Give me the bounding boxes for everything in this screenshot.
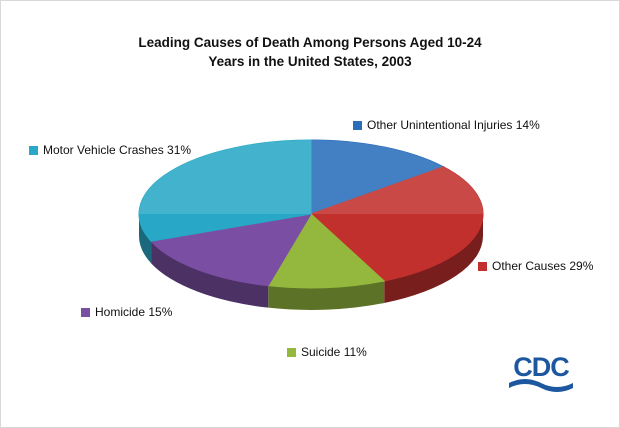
pie-rim-1 [384, 214, 483, 303]
pie-slice-1 [310, 166, 484, 282]
legend-swatch-motor-vehicle-crashes [29, 145, 38, 155]
legend-label: Other Unintentional Injuries 14% [367, 118, 540, 132]
pie-slice-3 [150, 213, 312, 287]
pie-slice-0 [310, 139, 445, 215]
cdc-logo: CDC [509, 352, 573, 392]
legend-motor-vehicle-crashes: Motor Vehicle Crashes 31% [29, 143, 191, 157]
pie-slice-4 [138, 139, 312, 242]
legend-homicide: Homicide 15% [81, 305, 172, 319]
chart-title-line1: Leading Causes of Death Among Persons Ag… [138, 35, 482, 50]
legend-suicide: Suicide 11% [287, 345, 367, 359]
chart-title: Leading Causes of Death Among Persons Ag… [1, 34, 619, 72]
legend-swatch-suicide [287, 347, 296, 357]
pie-slice-2 [267, 213, 386, 289]
legend-label: Suicide 11% [301, 345, 367, 359]
legend-label: Homicide 15% [95, 305, 173, 319]
legend-label: Other Causes 29% [492, 259, 594, 273]
cdc-logo-text: CDC [513, 352, 569, 382]
legend-swatch-other-unintentional-injuries [353, 120, 362, 130]
pie-rim-3 [151, 241, 269, 308]
chart-title-line2: Years in the United States, 2003 [208, 53, 412, 69]
pie-gloss [139, 140, 483, 214]
pie-rim-4 [139, 214, 152, 264]
legend-other-unintentional-injuries: Other Unintentional Injuries 14% [353, 118, 540, 132]
cdc-logo-wave [509, 379, 573, 392]
legend-other-causes: Other Causes 29% [478, 259, 593, 273]
legend-swatch-other-causes [478, 261, 487, 271]
legend-label: Motor Vehicle Crashes 31% [43, 143, 192, 157]
legend-swatch-homicide [81, 307, 90, 317]
